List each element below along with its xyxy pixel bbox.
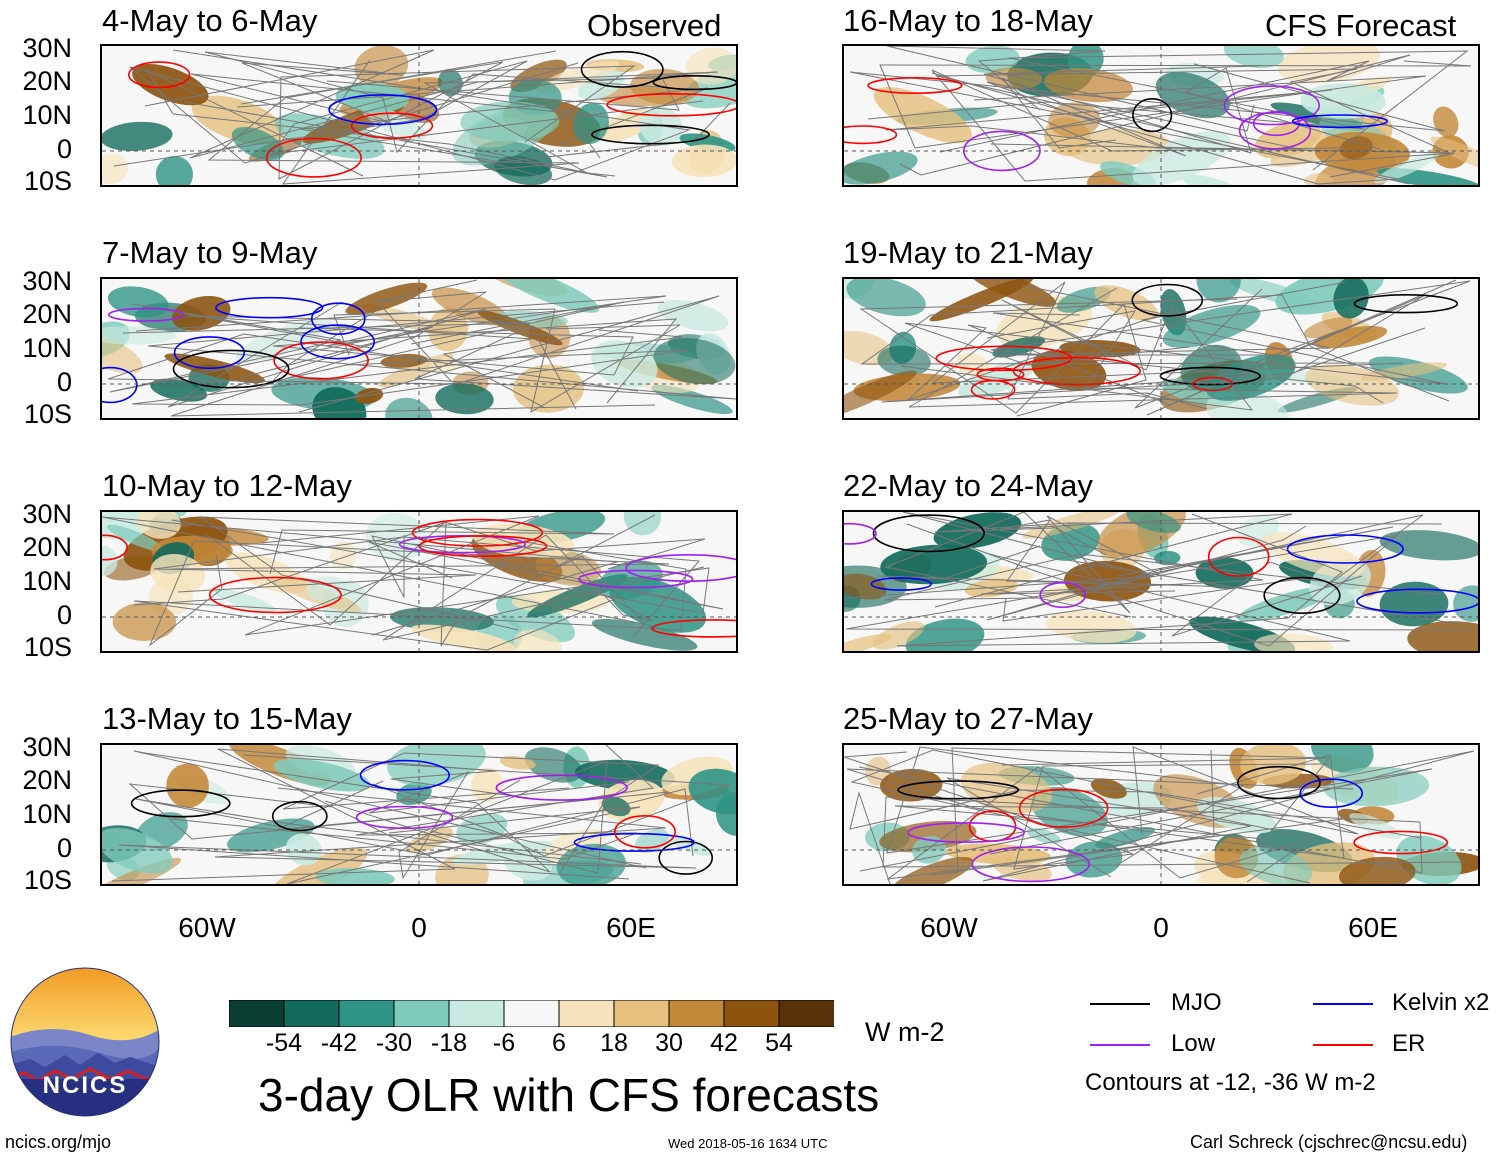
panel-title-left-1: 4-May to 6-May bbox=[102, 3, 318, 38]
ncics-logo: NCICS bbox=[10, 967, 160, 1117]
lon-label-right-60e: 60E bbox=[1348, 912, 1398, 943]
colorbar-swatch bbox=[283, 999, 340, 1028]
panel-title-right-1: 16-May to 18-May bbox=[843, 3, 1093, 38]
colorbar-swatch bbox=[558, 999, 615, 1028]
colorbar-units: W m-2 bbox=[865, 1017, 945, 1047]
colorbar-swatch bbox=[393, 999, 450, 1028]
lon-label-left-60e: 60E bbox=[606, 912, 656, 943]
lat-label: 0 bbox=[56, 367, 72, 397]
observed-label: Observed bbox=[587, 8, 722, 43]
legend-line-mjo bbox=[1090, 1003, 1150, 1005]
panel-title-right-4: 25-May to 27-May bbox=[843, 701, 1093, 736]
lon-label-left-0: 0 bbox=[411, 912, 427, 943]
lat-label: 20N bbox=[22, 299, 72, 329]
olr-map-left-3 bbox=[100, 510, 738, 653]
lat-label: 10S bbox=[23, 399, 72, 429]
colorbar-tick-label: 42 bbox=[710, 1029, 738, 1057]
footer-timestamp: Wed 2018-05-16 1634 UTC bbox=[668, 1136, 828, 1151]
panel-title-left-2: 7-May to 9-May bbox=[102, 235, 318, 270]
colorbar-tick-label: 54 bbox=[765, 1029, 793, 1057]
olr-map-right-3 bbox=[842, 510, 1480, 653]
lat-label: 10N bbox=[22, 333, 72, 363]
olr-map-right-4 bbox=[842, 743, 1480, 886]
lat-label: 20N bbox=[22, 765, 72, 795]
olr-map-left-2 bbox=[100, 277, 738, 420]
colorbar-tick-label: -6 bbox=[492, 1029, 516, 1057]
forecast-label: CFS Forecast bbox=[1265, 8, 1457, 43]
olr-map-right-1 bbox=[842, 44, 1480, 187]
colorbar-tick-label: -30 bbox=[375, 1029, 413, 1057]
olr-map-right-2 bbox=[842, 277, 1480, 420]
colorbar-swatch bbox=[778, 999, 835, 1028]
footer-credit: Carl Schreck (cjschrec@ncsu.edu) bbox=[1190, 1132, 1468, 1152]
lon-label-right-0: 0 bbox=[1153, 912, 1169, 943]
colorbar-swatch bbox=[723, 999, 780, 1028]
lat-label: 10N bbox=[22, 799, 72, 829]
legend-label-mjo: MJO bbox=[1171, 989, 1222, 1016]
colorbar bbox=[228, 999, 835, 1028]
lat-label: 30N bbox=[22, 33, 72, 63]
colorbar-swatch bbox=[228, 999, 285, 1028]
colorbar-tick-label: 30 bbox=[655, 1029, 683, 1057]
legend-label-kelvin: Kelvin x2 bbox=[1392, 989, 1490, 1016]
panel-title-right-2: 19-May to 21-May bbox=[843, 235, 1093, 270]
lon-label-right-60w: 60W bbox=[920, 912, 978, 943]
panel-title-left-3: 10-May to 12-May bbox=[102, 468, 352, 503]
lat-label: 30N bbox=[22, 732, 72, 762]
logo-text: NCICS bbox=[43, 1072, 128, 1099]
panel-title-left-4: 13-May to 15-May bbox=[102, 701, 352, 736]
legend-label-low: Low bbox=[1171, 1030, 1216, 1057]
lon-label-left-60w: 60W bbox=[178, 912, 236, 943]
colorbar-swatch bbox=[338, 999, 395, 1028]
lat-label: 10S bbox=[23, 865, 72, 895]
colorbar-tick-label: -18 bbox=[430, 1029, 468, 1057]
lat-label: 10N bbox=[22, 566, 72, 596]
legend-label-er: ER bbox=[1392, 1030, 1426, 1057]
lat-label: 10N bbox=[22, 100, 72, 130]
legend-contour-note: Contours at -12, -36 W m-2 bbox=[1085, 1069, 1376, 1096]
olr-map-left-4 bbox=[100, 743, 738, 886]
lat-label: 10S bbox=[23, 632, 72, 662]
legend-line-kelvin bbox=[1313, 1003, 1373, 1005]
lat-label: 30N bbox=[22, 499, 72, 529]
lat-label: 20N bbox=[22, 532, 72, 562]
lat-label: 0 bbox=[56, 600, 72, 630]
colorbar-swatch bbox=[503, 999, 560, 1028]
lat-label: 10S bbox=[23, 166, 72, 196]
lat-label: 30N bbox=[22, 266, 72, 296]
colorbar-swatch bbox=[613, 999, 670, 1028]
legend-line-low bbox=[1090, 1044, 1150, 1046]
colorbar-tick-label: 18 bbox=[600, 1029, 628, 1057]
colorbar-tick-label: -42 bbox=[320, 1029, 358, 1057]
colorbar-swatch bbox=[668, 999, 725, 1028]
main-title: 3-day OLR with CFS forecasts bbox=[258, 1069, 880, 1121]
lat-label: 0 bbox=[56, 134, 72, 164]
colorbar-tick-label: 6 bbox=[552, 1029, 566, 1057]
legend-line-er bbox=[1313, 1044, 1373, 1046]
colorbar-tick-label: -54 bbox=[265, 1029, 303, 1057]
footer-website[interactable]: ncics.org/mjo bbox=[5, 1132, 112, 1152]
lat-label: 0 bbox=[56, 833, 72, 863]
lat-label: 20N bbox=[22, 66, 72, 96]
colorbar-swatch bbox=[448, 999, 505, 1028]
olr-map-left-1 bbox=[100, 44, 738, 187]
panel-title-right-3: 22-May to 24-May bbox=[843, 468, 1093, 503]
